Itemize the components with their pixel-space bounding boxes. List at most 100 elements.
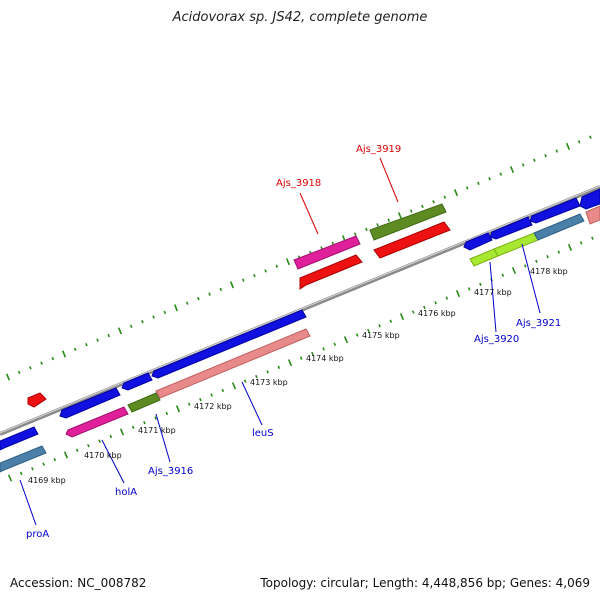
kbp-label: 4178 kbp (530, 267, 568, 276)
tick-mark (557, 250, 561, 254)
gene-red-lower-3919b[interactable] (373, 221, 451, 259)
tick-mark (53, 457, 57, 462)
upper-strand-genes (0, 188, 600, 451)
gene-steel-3922[interactable] (533, 213, 585, 241)
tick-mark (275, 264, 279, 269)
kbp-label: 4171 kbp (138, 426, 176, 435)
tick-mark (533, 158, 536, 162)
tick-mark (7, 474, 13, 482)
tick-mark (208, 292, 211, 296)
tick-mark (353, 232, 357, 236)
tick-mark (555, 149, 559, 153)
gene-Ajs_3916[interactable] (127, 392, 161, 413)
tick-mark (546, 254, 549, 259)
gene-label-leuS[interactable]: leuS (252, 428, 274, 439)
lower-strand-genes (0, 205, 600, 473)
gene-proA[interactable] (0, 445, 47, 473)
tick-mark (443, 195, 447, 199)
gene-name-labels: Ajs_3918 Ajs_3919 Ajs_3920 Ajs_3921 leuS… (26, 144, 561, 540)
tick-mark (355, 333, 359, 337)
gene-red-small[interactable] (27, 392, 47, 408)
gene-blue-right-3[interactable] (529, 197, 581, 224)
map-title: Acidovorax sp. JS42, complete genome (172, 10, 428, 25)
gene-label-Ajs_3919[interactable]: Ajs_3919 (356, 144, 401, 155)
tick-mark (445, 296, 449, 300)
tick-mark (397, 212, 403, 220)
gene-label-Ajs_3920[interactable]: Ajs_3920 (474, 334, 519, 345)
tick-mark (51, 356, 55, 361)
gene-blue-leuS-up[interactable] (151, 309, 307, 379)
tick-mark (432, 200, 435, 204)
outer-tick-track (5, 135, 592, 381)
tick-mark (423, 305, 426, 310)
gene-blue-left[interactable] (0, 426, 39, 451)
tick-mark (29, 366, 32, 370)
gene-salmon-edge[interactable] (585, 205, 600, 225)
tick-mark (143, 420, 146, 425)
kbp-label: 4176 kbp (418, 309, 456, 318)
tick-mark (465, 186, 469, 190)
tick-mark (264, 269, 267, 273)
gene-callout-lines (19, 157, 541, 526)
tick-mark (119, 428, 125, 436)
tick-mark (163, 310, 167, 315)
accession-label: Accession: NC_008782 (10, 576, 147, 590)
gene-red-lower-3917[interactable] (299, 254, 363, 290)
inner-tick-track (7, 236, 594, 482)
tick-mark (387, 218, 391, 222)
kbp-label: 4173 kbp (250, 378, 288, 387)
tick-mark (75, 448, 79, 453)
tick-mark (501, 273, 505, 277)
tick-mark (331, 241, 335, 245)
callout-Ajs_3919 (379, 157, 399, 203)
kbp-label: 4175 kbp (362, 331, 400, 340)
tick-mark (365, 227, 368, 232)
gene-label-Ajs_3916[interactable]: Ajs_3916 (148, 466, 193, 477)
tick-mark (210, 393, 213, 397)
callout-proA (19, 479, 37, 526)
tick-mark (411, 310, 415, 314)
tick-mark (453, 189, 459, 197)
gene-blue-right-2[interactable] (489, 216, 533, 240)
tick-mark (499, 172, 503, 176)
gene-Ajs_3919[interactable] (369, 203, 447, 241)
gene-blue-small-1[interactable] (121, 372, 153, 391)
tick-mark (98, 439, 101, 443)
gene-Ajs_3918[interactable] (293, 235, 361, 270)
tick-mark (185, 301, 189, 305)
tick-mark (131, 425, 135, 429)
kbp-label: 4172 kbp (194, 402, 232, 411)
tick-mark (421, 204, 424, 209)
gene-label-Ajs_3918[interactable]: Ajs_3918 (276, 178, 321, 189)
kbp-label: 4177 kbp (474, 288, 512, 297)
genome-summary: Topology: circular; Length: 4,448,856 bp… (260, 576, 590, 590)
tick-mark (175, 405, 181, 413)
gene-blue-holA-up[interactable] (59, 387, 121, 419)
tick-mark (221, 388, 225, 393)
tick-mark (197, 296, 200, 301)
gene-Ajs_3920[interactable] (469, 248, 499, 267)
tick-mark (243, 379, 247, 383)
tick-mark (5, 373, 11, 381)
gene-blue-right-1[interactable] (463, 232, 493, 251)
tick-mark (521, 163, 525, 167)
tick-mark (434, 301, 437, 305)
kbp-label: 4174 kbp (306, 354, 344, 363)
gene-label-proA[interactable]: proA (26, 529, 49, 540)
tick-mark (109, 434, 113, 439)
tick-mark (141, 319, 144, 324)
tick-mark (565, 142, 571, 151)
gene-blue-right-4[interactable] (579, 188, 600, 210)
tick-mark (333, 342, 337, 346)
tick-mark (152, 315, 155, 319)
gene-label-Ajs_3921[interactable]: Ajs_3921 (516, 318, 561, 329)
tick-mark (42, 462, 45, 466)
tick-mark (287, 359, 293, 367)
gene-holA[interactable] (65, 406, 129, 438)
tick-mark (219, 287, 223, 292)
tick-mark (467, 287, 471, 291)
gene-label-holA[interactable]: holA (115, 487, 137, 498)
tick-mark (253, 273, 256, 278)
tick-mark (154, 416, 157, 420)
gene-leuS[interactable] (155, 328, 311, 399)
